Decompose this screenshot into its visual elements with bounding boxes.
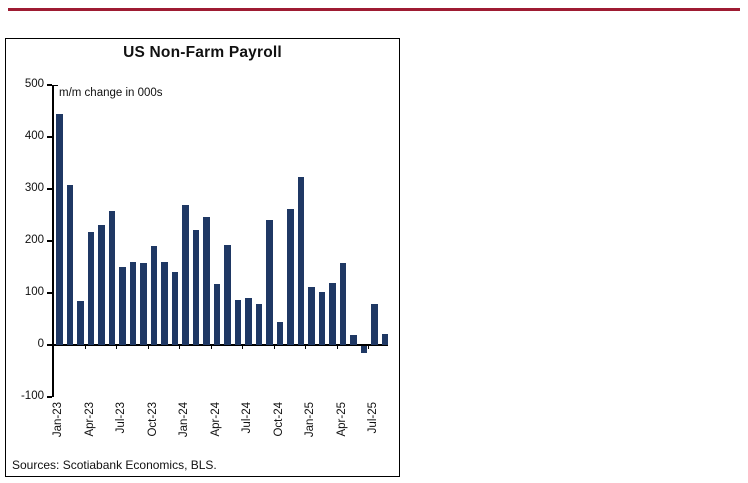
y-axis-tick-label: 400	[24, 130, 44, 142]
plot-area: m/m change in 000s 500 400 300 200 100 0 -100 J…	[21, 78, 388, 437]
x-axis-label: Jan-24	[178, 402, 191, 438]
y-axis-tick-label: 300	[24, 182, 44, 194]
x-axis-label: Jul-25	[367, 402, 380, 434]
bar	[339, 262, 346, 345]
bar	[150, 246, 157, 345]
bar	[129, 261, 136, 345]
source-note: Sources: Scotiabank Economics, BLS.	[12, 458, 217, 472]
y-axis-tick-label: -100	[20, 390, 44, 402]
y-axis-tick	[47, 84, 52, 86]
bar	[171, 272, 178, 345]
bar	[350, 335, 357, 345]
chart-title: US Non-Farm Payroll	[123, 44, 282, 61]
bar	[119, 267, 126, 345]
bar	[108, 211, 115, 345]
category-axis-tick	[273, 345, 275, 349]
x-axis-label: Jul-24	[241, 402, 254, 434]
category-axis-tick	[242, 345, 243, 349]
bar	[213, 283, 220, 345]
axis-units-annotation: m/m change in 000s	[59, 87, 163, 99]
bar	[360, 346, 367, 353]
bar	[255, 304, 262, 345]
y-axis-tick-label: 0	[37, 338, 44, 350]
y-axis-top-tick	[53, 84, 58, 86]
x-axis-label: Oct-24	[272, 402, 285, 437]
category-axis-tick	[147, 345, 149, 349]
bar	[192, 229, 199, 345]
y-axis-tick	[47, 344, 52, 346]
bar	[381, 333, 388, 345]
payroll-chart-panel: US Non-Farm Payroll m/m change in 000s 5…	[5, 38, 400, 477]
zero-line	[52, 344, 388, 346]
y-axis-tick	[47, 136, 52, 138]
bar	[98, 224, 105, 345]
bar	[87, 232, 94, 345]
y-axis-tick-label: 200	[24, 234, 44, 246]
y-axis-tick	[47, 240, 52, 242]
x-axis-label: Apr-24	[209, 402, 222, 437]
bar	[182, 204, 189, 345]
x-axis-label: Jan-25	[304, 402, 317, 438]
category-axis-tick	[84, 345, 86, 349]
bar	[308, 287, 315, 345]
bar	[161, 261, 168, 345]
x-axis-label: Jan-23	[52, 402, 65, 438]
y-axis-tick	[47, 292, 52, 294]
bar	[329, 282, 336, 345]
category-axis-tick	[305, 345, 306, 349]
y-axis-tick-label: 500	[24, 78, 44, 90]
category-axis-tick	[179, 345, 180, 349]
top-accent-rule	[8, 8, 740, 11]
category-axis-tick	[368, 345, 369, 349]
y-axis-tick	[47, 396, 52, 398]
bar	[245, 298, 252, 345]
x-axis-label: Jul-23	[115, 402, 128, 434]
bar	[224, 244, 231, 345]
category-axis-tick	[210, 345, 212, 349]
bar	[318, 291, 325, 345]
category-axis-tick	[53, 345, 54, 349]
bar	[66, 185, 73, 345]
category-axis-tick	[336, 345, 338, 349]
x-axis-label: Apr-23	[83, 402, 96, 437]
bar	[371, 303, 378, 345]
bar	[297, 177, 304, 345]
y-axis-tick-label: 100	[24, 286, 44, 298]
category-axis-tick	[116, 345, 117, 349]
y-axis-tick	[47, 188, 52, 190]
bar	[77, 300, 84, 345]
bar	[140, 262, 147, 345]
bar	[56, 113, 63, 345]
x-axis-label: Apr-25	[335, 402, 348, 437]
bar	[203, 217, 210, 345]
bar	[234, 299, 241, 345]
bar	[287, 209, 294, 345]
y-axis-line	[52, 85, 54, 397]
bar	[266, 220, 273, 345]
bar	[276, 322, 283, 345]
x-axis-label: Oct-23	[146, 402, 159, 437]
